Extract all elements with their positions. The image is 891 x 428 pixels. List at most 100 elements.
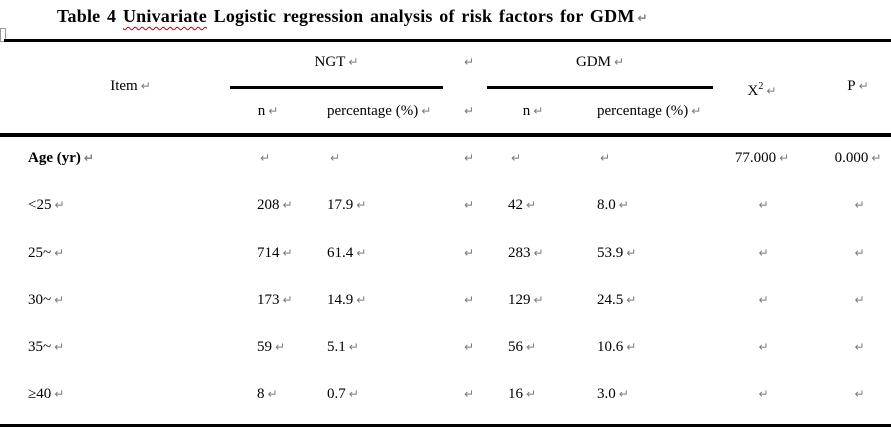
cell-p: ↵ (808, 197, 891, 214)
paragraph-mark-icon: ↵ (854, 198, 865, 212)
paragraph-mark-icon: ↵ (464, 151, 475, 165)
cell-item: 25~ ↵ (28, 245, 64, 262)
cell-text: 8.0 (597, 197, 616, 213)
paragraph-mark-icon: ↵ (464, 246, 475, 260)
header-chi-square: X2 ↵ (712, 78, 812, 100)
table-row: 30~ ↵ 173 ↵ 14.9 ↵ ↵ 129 ↵ 24.5 ↵ ↵ ↵ (0, 292, 891, 312)
cell-gdm-n: 42 ↵ (508, 197, 536, 214)
cell-ngt-n: 173 ↵ (257, 292, 293, 309)
paragraph-mark-icon: ↵ (282, 246, 293, 260)
paragraph-mark-icon: ↵ (526, 340, 537, 354)
cell-text: 129 (508, 292, 531, 308)
header-text: percentage (%) (597, 103, 689, 119)
paragraph-mark-icon: ↵ (54, 387, 65, 401)
paragraph-mark-icon: ↵ (54, 246, 65, 260)
paragraph-mark-icon: ↵ (533, 293, 544, 307)
header-group-gdm: GDM ↵ (487, 54, 713, 71)
paragraph-mark-icon: ↵ (54, 293, 65, 307)
paragraph-mark-icon: ↵ (421, 104, 432, 118)
paragraph-mark-icon: ↵ (758, 293, 769, 307)
cell-ngt-n: 714 ↵ (257, 245, 293, 262)
cell-ngt-percentage: 61.4 ↵ (327, 245, 366, 262)
cell-separator: ↵ (461, 339, 474, 356)
cell-text: 56 (508, 339, 523, 355)
cell-text: 25~ (28, 245, 52, 261)
paragraph-mark-icon: ↵ (618, 387, 629, 401)
paragraph-mark-icon: ↵ (626, 246, 637, 260)
chi-square-superscript: 2 (758, 81, 764, 92)
cell-separator: ↵ (461, 150, 474, 167)
paragraph-mark-icon: ↵ (533, 104, 544, 118)
paragraph-mark-icon: ↵ (854, 293, 865, 307)
header-ngt-n: n ↵ (238, 103, 298, 120)
paragraph-mark-icon: ↵ (526, 198, 537, 212)
cell-p: ↵ (808, 339, 891, 356)
cell-gdm-percentage: 24.5 ↵ (597, 292, 636, 309)
header-text: GDM (575, 54, 611, 70)
cell-gdm-percentage: ↵ (597, 150, 610, 167)
cell-item: <25 ↵ (28, 197, 65, 214)
header-text: Item (110, 78, 138, 94)
header-text: n (257, 103, 266, 119)
cell-p: 0.000 ↵ (808, 150, 891, 167)
cell-text: 14.9 (327, 292, 354, 308)
ngt-spanner-rule (230, 86, 443, 89)
table-top-border (4, 39, 891, 42)
cell-item: ≥40 ↵ (28, 386, 64, 403)
cell-text: Age (yr) (28, 150, 81, 166)
cell-text: 5.1 (327, 339, 346, 355)
table-edge-handle (0, 28, 6, 42)
cell-text: 59 (257, 339, 272, 355)
paragraph-mark-icon: ↵ (637, 11, 648, 25)
cell-text: 714 (257, 245, 280, 261)
paragraph-mark-icon: ↵ (140, 79, 151, 93)
cell-separator: ↵ (461, 292, 474, 309)
header-text: NGT (314, 54, 346, 70)
cell-text: 77.000 (734, 150, 777, 166)
table-row: 25~ ↵ 714 ↵ 61.4 ↵ ↵ 283 ↵ 53.9 ↵ ↵ ↵ (0, 245, 891, 265)
cell-item: 30~ ↵ (28, 292, 64, 309)
paragraph-mark-icon: ↵ (54, 340, 65, 354)
cell-ngt-percentage: 0.7 ↵ (327, 386, 359, 403)
cell-gdm-percentage: 8.0 ↵ (597, 197, 629, 214)
header-bottom-border (0, 133, 891, 137)
paragraph-mark-icon: ↵ (854, 246, 865, 260)
cell-text: 17.9 (327, 197, 354, 213)
cell-text: 53.9 (597, 245, 624, 261)
cell-text: 0.000 (834, 150, 869, 166)
title-misspelled-word: Univariate (122, 6, 207, 26)
paragraph-mark-icon: ↵ (356, 198, 367, 212)
header-gdm-n: n ↵ (503, 103, 563, 120)
paragraph-mark-icon: ↵ (464, 340, 475, 354)
cell-text: <25 (28, 197, 52, 213)
table-row: <25 ↵ 208 ↵ 17.9 ↵ ↵ 42 ↵ 8.0 ↵ ↵ ↵ (0, 197, 891, 217)
cell-gdm-n: 129 ↵ (508, 292, 544, 309)
paragraph-mark-icon: ↵ (260, 151, 271, 165)
paragraph-mark-icon: ↵ (330, 151, 341, 165)
cell-text: 283 (508, 245, 531, 261)
paragraph-mark-icon: ↵ (758, 246, 769, 260)
paragraph-mark-icon: ↵ (758, 387, 769, 401)
cell-text: 35~ (28, 339, 52, 355)
paragraph-mark-icon: ↵ (511, 151, 522, 165)
paragraph-mark-icon: ↵ (533, 246, 544, 260)
cell-gdm-percentage: 3.0 ↵ (597, 386, 629, 403)
paragraph-mark-icon: ↵ (268, 104, 279, 118)
table-row: 35~ ↵ 59 ↵ 5.1 ↵ ↵ 56 ↵ 10.6 ↵ ↵ ↵ (0, 339, 891, 359)
header-p: P ↵ (808, 78, 891, 95)
cell-chi-square: ↵ (712, 339, 812, 356)
cell-chi-square: ↵ (712, 386, 812, 403)
cell-text: 10.6 (597, 339, 624, 355)
cell-chi-square: ↵ (712, 292, 812, 309)
cell-p: ↵ (808, 386, 891, 403)
paragraph-mark-icon: ↵ (464, 104, 475, 118)
header-separator-cell: ↵ (461, 103, 474, 120)
cell-separator: ↵ (461, 386, 474, 403)
cell-separator: ↵ (461, 197, 474, 214)
cell-gdm-n: 283 ↵ (508, 245, 544, 262)
cell-gdm-n: ↵ (508, 150, 521, 167)
paragraph-mark-icon: ↵ (779, 151, 790, 165)
cell-ngt-percentage: 17.9 ↵ (327, 197, 366, 214)
paragraph-mark-icon: ↵ (275, 340, 286, 354)
cell-ngt-n: ↵ (257, 150, 270, 167)
